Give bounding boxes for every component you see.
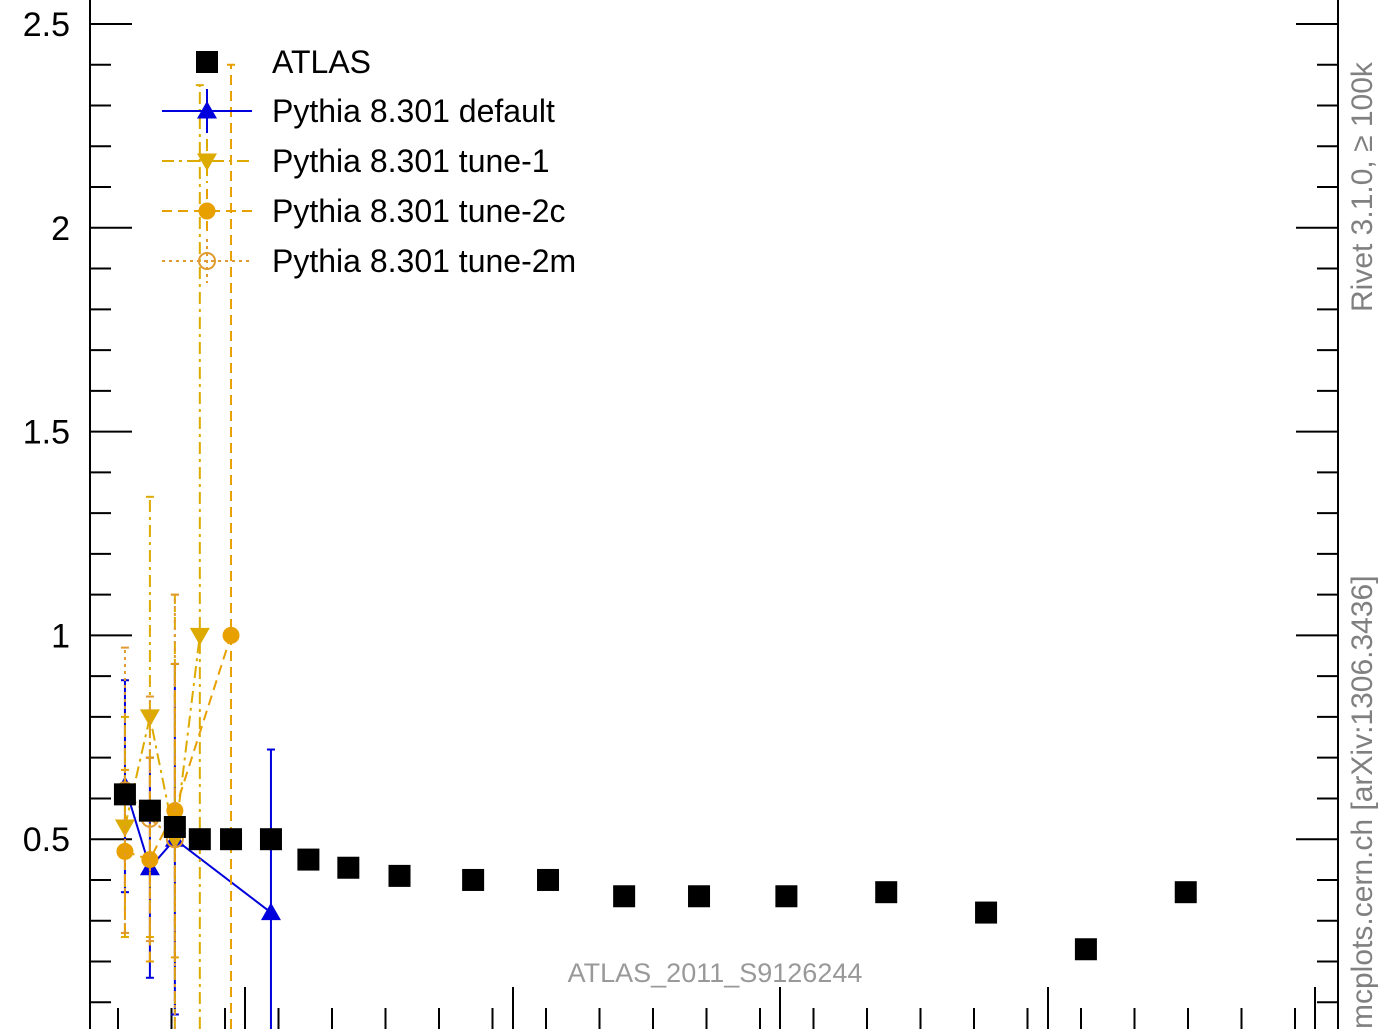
legend-marker [196,51,218,73]
y-tick-label: 1 [51,617,70,655]
data-point [188,828,211,851]
series-line [123,785,272,914]
analysis-label: ATLAS_2011_S9126244 [568,958,863,988]
mcplots-credit-label: mcplots.cern.ch [arXiv:1306.3436] [1346,575,1379,1029]
series-line [124,635,232,861]
data-point [189,627,210,646]
legend-marker [197,101,217,119]
data-point [975,901,998,924]
legend-label: Pythia 8.301 default [272,93,555,129]
legend-label: ATLAS [272,44,371,80]
plot-area [113,63,1197,1029]
y-tick-label: 1.5 [23,414,70,452]
x-axis [117,987,1316,1029]
data-point [613,885,636,908]
data-point [337,856,360,879]
data-point [259,828,282,851]
series-pythia-8-301-tune-1 [114,84,210,1029]
data-point [688,885,711,908]
legend-marker [198,202,216,220]
rivet-version-label: Rivet 3.1.0, ≥ 100k [1346,61,1379,312]
y-tick-label: 2 [51,210,70,248]
data-point [222,626,240,644]
data-point [113,783,136,806]
data-point [875,881,898,904]
data-point [775,885,798,908]
series-line [123,635,201,840]
legend-marker [198,252,216,270]
data-point [537,868,560,891]
data-point [138,799,161,822]
data-point [388,864,411,887]
data-point [139,709,160,727]
legend-label: Pythia 8.301 tune-2c [272,193,566,229]
legend: ATLAS Pythia 8.301 default Pythia 8.301 tu… [162,44,576,283]
data-point [260,902,281,921]
y-axis: 2.5 2 1.5 1 0.5 0 [23,6,1338,1029]
data-point [297,848,320,871]
data-point [1174,881,1197,904]
data-point [1074,938,1097,961]
series-atlas [113,783,1197,961]
data-point [220,828,243,851]
data-point [462,868,485,891]
data-point [116,842,134,860]
plot-frame [89,0,1339,1029]
data-point [163,815,186,838]
y-tick-label: 2.5 [23,6,70,44]
y-tick-label: 0.5 [23,821,70,859]
legend-label: Pythia 8.301 tune-1 [272,143,550,179]
y-tick-label: 0 [51,1025,70,1029]
legend-label: Pythia 8.301 tune-2m [272,243,576,279]
series-pythia-8-301-tune-2c [116,63,240,1029]
legend-marker [197,153,217,171]
data-point [141,851,159,869]
plot-border [89,0,1339,1029]
